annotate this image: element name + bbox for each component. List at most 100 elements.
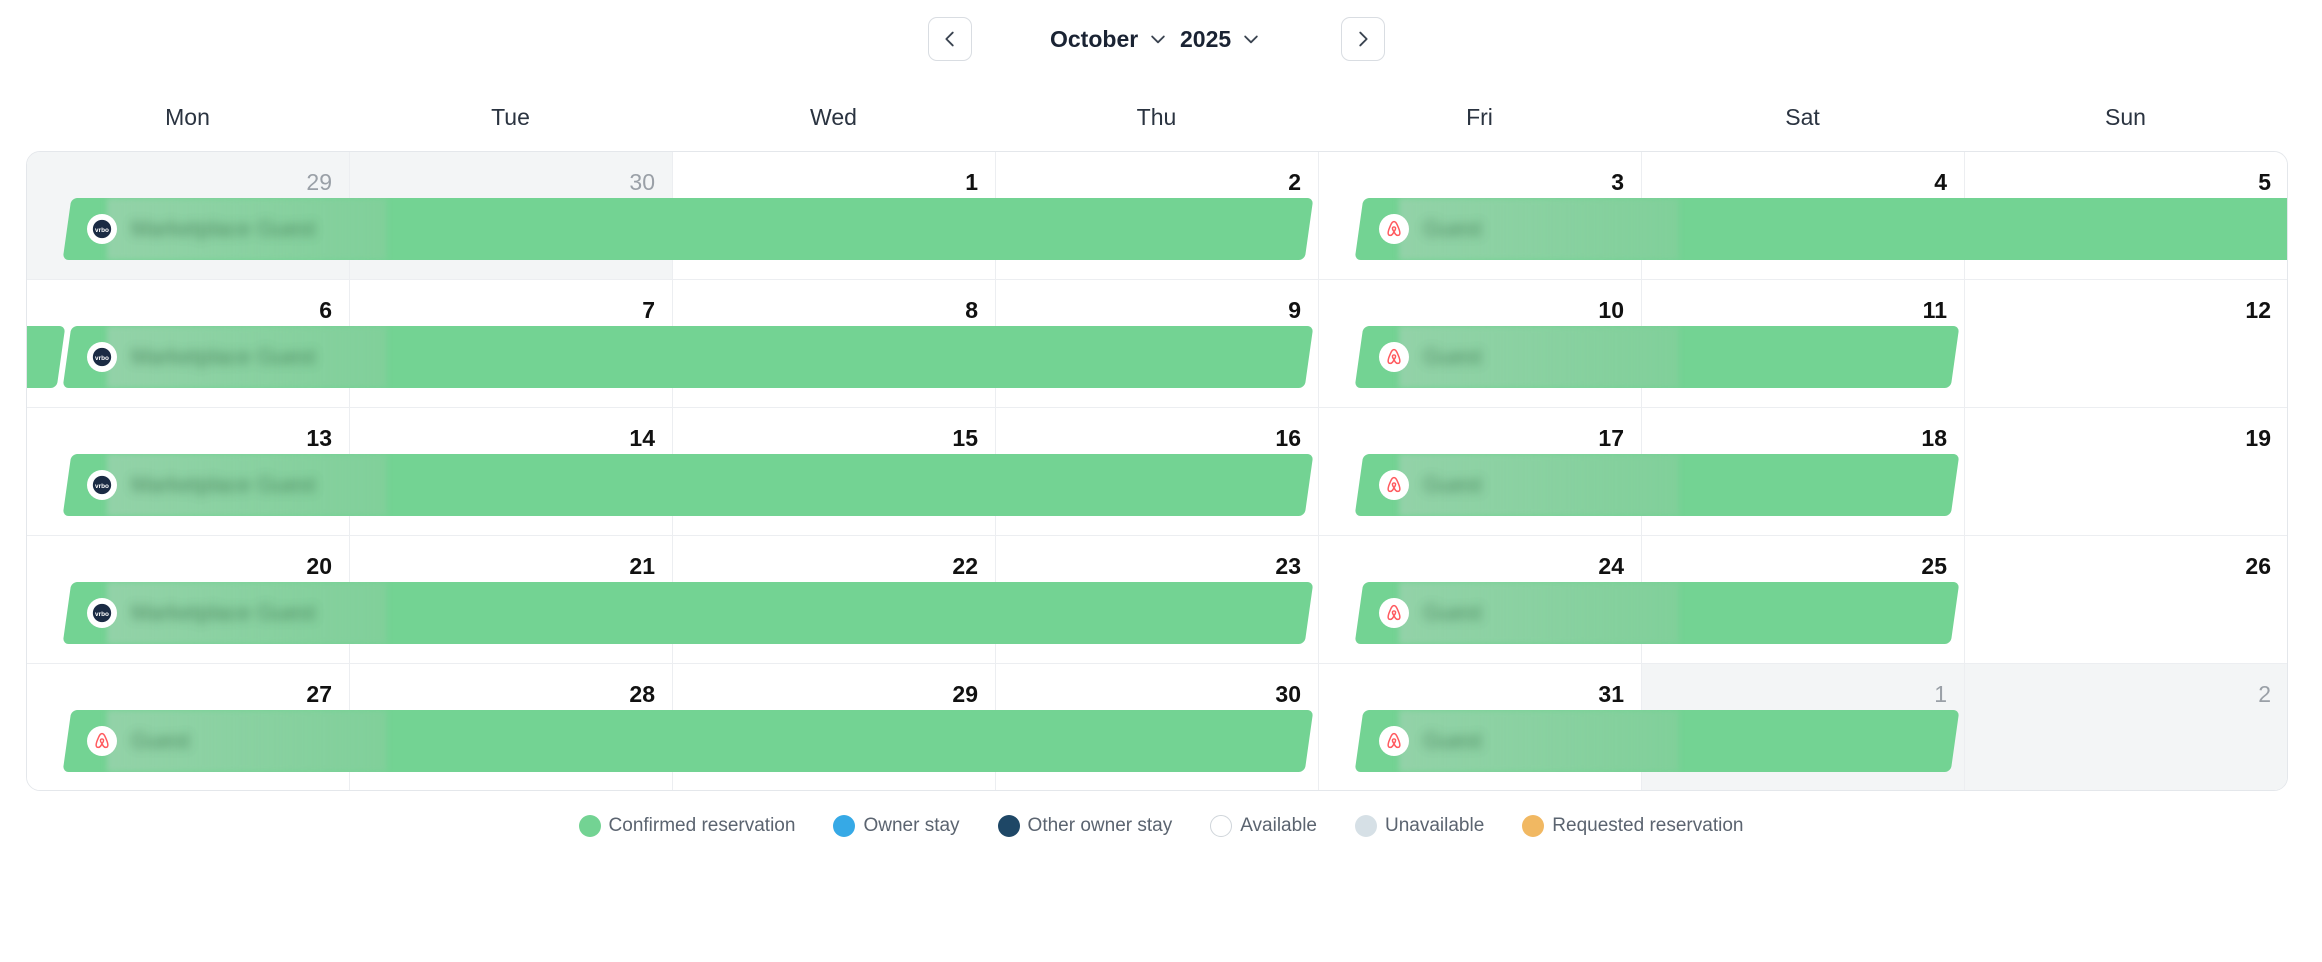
airbnb-icon [1387,220,1401,237]
guest-name: Marketplace Guest [131,344,316,369]
legend-item: Requested reservation [1522,815,1743,837]
guest-name: Guest [131,728,190,753]
chevron-right-icon [1359,31,1368,47]
day-cell[interactable]: 26 [1965,536,2287,664]
day-number: 2 [2258,681,2271,707]
legend-item: Unavailable [1354,815,1485,837]
weekday-wed: Wed [810,104,857,130]
day-number: 7 [642,297,655,323]
day-cell[interactable]: 12 [1965,280,2287,408]
airbnb-icon [1387,348,1401,365]
day-number: 14 [629,425,655,451]
legend-label: Confirmed reservation [608,815,796,836]
day-number: 20 [306,553,332,579]
weekday-fri: Fri [1466,104,1493,130]
booking-source-badge: vrbo [87,470,117,500]
booking-source-badge: vrbo [87,214,117,244]
day-number: 29 [952,681,978,707]
reservation-bar[interactable]: Guest [1354,454,1960,516]
booking-source-badge [1379,726,1409,756]
chevron-down-icon [1151,35,1165,44]
guest-name: Guest [1423,600,1482,625]
legend-label: Available [1240,815,1317,836]
svg-text:vrbo: vrbo [95,611,109,618]
legend-swatch [1522,815,1545,837]
legend-swatch [1210,815,1233,837]
guest-name: Guest [1423,472,1482,497]
next-month-button[interactable] [1341,17,1385,61]
svg-text:vrbo: vrbo [95,483,109,490]
day-number: 17 [1598,425,1624,451]
vrbo-icon: vrbo [92,219,112,239]
day-number: 24 [1598,553,1624,579]
month-picker[interactable]: October [1050,22,1168,56]
booking-source-badge [1379,470,1409,500]
chevron-down-icon [1244,35,1258,44]
day-number: 31 [1598,681,1624,707]
legend-swatch [578,815,601,837]
day-number: 1 [1934,681,1947,707]
guest-name: Marketplace Guest [131,216,316,241]
booking-source-badge [1379,598,1409,628]
vrbo-icon: vrbo [92,347,112,367]
reservation-bar[interactable]: vrbo Marketplace Guest [62,582,1314,644]
svg-text:vrbo: vrbo [95,227,109,234]
day-number: 3 [1611,169,1624,195]
legend: Confirmed reservation Owner stay Other own… [0,815,2322,837]
day-number: 9 [1288,297,1301,323]
day-number: 4 [1934,169,1947,195]
year-picker[interactable]: 2025 [1180,22,1261,56]
day-number: 26 [2245,553,2271,579]
guest-name: Marketplace Guest [131,472,316,497]
legend-swatch [997,815,1020,837]
day-number: 25 [1921,553,1947,579]
svg-text:vrbo: vrbo [95,355,109,362]
day-number: 1 [965,169,978,195]
reservation-bar[interactable]: vrbo Marketplace Guest [62,326,1314,388]
airbnb-icon [95,732,109,749]
reservation-bar[interactable]: vrbo Marketplace Guest [62,454,1314,516]
legend-label: Requested reservation [1552,815,1744,836]
legend-swatch [1354,815,1377,837]
reservation-bar[interactable]: Guest [1354,710,1960,772]
day-number: 8 [965,297,978,323]
legend-label: Other owner stay [1027,815,1173,836]
legend-swatch [833,815,856,837]
day-number: 5 [2258,169,2271,195]
day-number: 30 [1275,681,1301,707]
legend-item: Other owner stay [997,815,1173,837]
booking-source-badge [1379,342,1409,372]
day-number: 16 [1275,425,1301,451]
guest-name: Marketplace Guest [131,600,316,625]
booking-source-badge: vrbo [87,342,117,372]
weekday-mon: Mon [165,104,210,130]
reservation-bar[interactable]: Guest [1354,198,2287,260]
guest-name: Guest [1423,728,1482,753]
calendar-grid: 29 30 1 2 3 4 5 6 7 8 9 10 11 12 13 14 15 16 17 18 19 20 21 22 2… [26,151,2288,791]
airbnb-icon [1387,604,1401,621]
day-number: 15 [952,425,978,451]
guest-name: Guest [1423,216,1482,241]
reservation-bar[interactable]: Guest [1354,582,1960,644]
day-cell[interactable]: 2 [1965,664,2287,790]
reservation-bar[interactable]: vrbo Marketplace Guest [62,198,1314,260]
legend-item: Owner stay [833,815,960,837]
day-number: 23 [1275,553,1301,579]
prev-month-button[interactable] [928,17,972,61]
reservation-bar[interactable]: Guest [1354,326,1960,388]
day-number: 22 [952,553,978,579]
vrbo-icon: vrbo [92,475,112,495]
weekday-tue: Tue [491,104,530,130]
day-number: 27 [306,681,332,707]
day-number: 18 [1921,425,1947,451]
booking-source-badge [87,726,117,756]
day-number: 19 [2245,425,2271,451]
chevron-left-icon [945,31,954,47]
airbnb-icon [1387,476,1401,493]
day-number: 29 [306,169,332,195]
airbnb-icon [1387,732,1401,749]
day-cell[interactable]: 19 [1965,408,2287,536]
reservation-bar[interactable]: Guest [62,710,1314,772]
day-number: 30 [629,169,655,195]
legend-label: Unavailable [1384,815,1485,836]
